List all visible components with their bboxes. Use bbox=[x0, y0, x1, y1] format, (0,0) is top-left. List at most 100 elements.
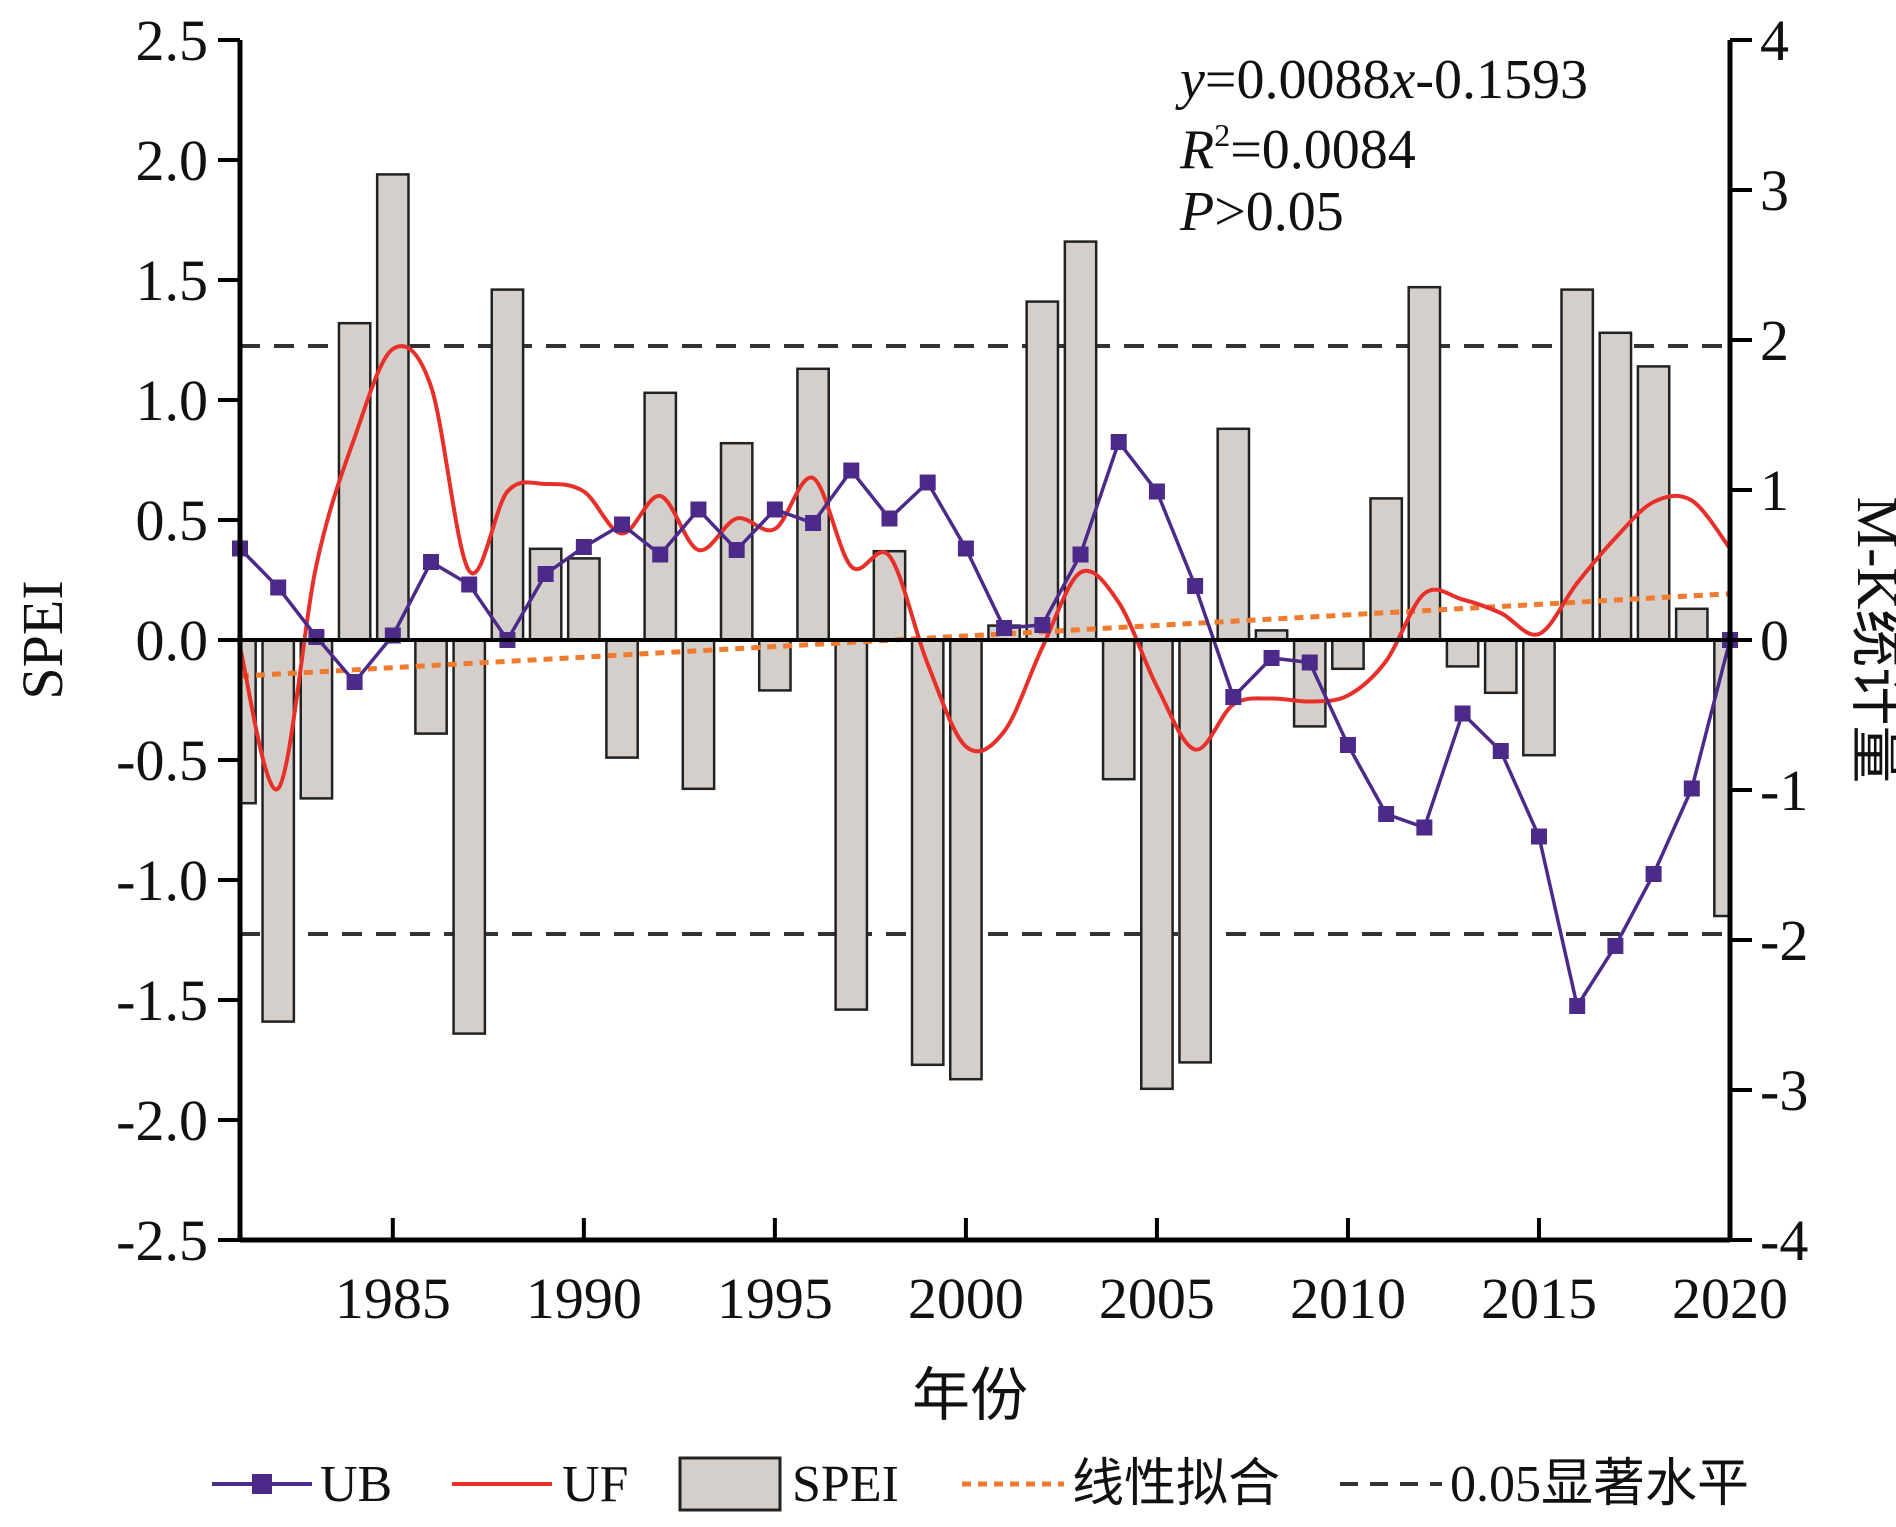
axes: 2.5 2.0 1.5 1.0 0.5 0.0 -0.5 -1.0 -1.5 -2.0 -2.5 4 3… bbox=[116, 8, 1808, 1331]
left-tick-label: -1.5 bbox=[116, 968, 208, 1033]
spei-bar bbox=[566, 557, 601, 642]
x-axis-title: 年份 bbox=[912, 1363, 1028, 1428]
x-tick-label: 1995 bbox=[717, 1266, 833, 1331]
ub-point bbox=[652, 546, 669, 563]
left-tick-label: -1.0 bbox=[116, 848, 208, 913]
spei-bar bbox=[375, 173, 410, 642]
uf-line bbox=[238, 344, 1732, 792]
ub-point bbox=[346, 674, 363, 690]
spei-bar bbox=[1025, 300, 1060, 642]
ub-point bbox=[1034, 617, 1051, 633]
ub-point bbox=[1645, 866, 1662, 882]
x-tick-label: 2000 bbox=[908, 1266, 1024, 1331]
spei-bar bbox=[872, 549, 907, 642]
spei-bar bbox=[414, 638, 448, 735]
ub-point bbox=[805, 515, 822, 531]
spei-bar bbox=[452, 638, 487, 1035]
spei-bars bbox=[238, 173, 1732, 1091]
legend: UB UF SPEI 线性拟合 0.05显著水平 bbox=[212, 1456, 1749, 1513]
spei-bar bbox=[1674, 607, 1709, 642]
spei-bar bbox=[1331, 638, 1365, 671]
spei-bar bbox=[1101, 638, 1136, 781]
left-tick-label: -0.5 bbox=[116, 728, 208, 793]
ub-point bbox=[1683, 780, 1700, 797]
x-tick-label: 2005 bbox=[1099, 1266, 1215, 1331]
spei-bar bbox=[1560, 288, 1595, 642]
spei-bar bbox=[1522, 638, 1556, 757]
spei-bar bbox=[719, 441, 754, 642]
x-tick-label: 2010 bbox=[1290, 1266, 1406, 1331]
ub-point bbox=[843, 462, 860, 479]
spei-bar bbox=[834, 638, 869, 1011]
right-tick-label: 3 bbox=[1760, 158, 1789, 223]
ub-point bbox=[996, 620, 1013, 636]
ub-point bbox=[1339, 737, 1356, 753]
spei-bar bbox=[948, 638, 983, 1081]
right-tick-label: -2 bbox=[1760, 908, 1808, 973]
ub-point bbox=[1530, 828, 1547, 845]
spei-bar bbox=[1483, 638, 1518, 695]
right-axis-title: M-K统计量 bbox=[1845, 497, 1896, 784]
ub-point bbox=[881, 510, 898, 527]
right-tick-label: 0 bbox=[1760, 608, 1789, 673]
left-tick-label: 0.0 bbox=[136, 608, 209, 673]
legend-item-spei: SPEI bbox=[678, 1456, 899, 1513]
right-tick-label: 2 bbox=[1760, 308, 1789, 373]
spei-bar bbox=[1598, 331, 1633, 642]
spei-bar bbox=[796, 367, 830, 642]
x-tick-label: 2020 bbox=[1672, 1266, 1788, 1331]
left-tick-label: -2.5 bbox=[116, 1208, 208, 1273]
ub-point bbox=[1492, 743, 1509, 759]
ub-point bbox=[690, 501, 707, 518]
ub-marker-icon bbox=[252, 1474, 272, 1494]
ub-point bbox=[1378, 806, 1395, 822]
legend-label-ub: UB bbox=[320, 1456, 392, 1513]
left-tick-label: 0.5 bbox=[136, 488, 209, 553]
left-axis-title: SPEI bbox=[10, 580, 75, 699]
ub-point bbox=[1263, 650, 1280, 666]
right-tick-label: 4 bbox=[1760, 8, 1789, 73]
ub-point bbox=[1607, 938, 1624, 954]
spei-bar bbox=[910, 638, 945, 1067]
legend-label-fit: 线性拟合 bbox=[1072, 1456, 1280, 1513]
ub-point bbox=[575, 539, 592, 555]
right-tick-label: -4 bbox=[1760, 1208, 1808, 1273]
ub-point bbox=[270, 579, 287, 596]
right-tick-label: -3 bbox=[1760, 1058, 1808, 1123]
spei-bar bbox=[1407, 285, 1442, 642]
ub-point bbox=[1454, 705, 1471, 722]
ub-point bbox=[614, 516, 631, 533]
left-tick-label: 1.5 bbox=[136, 248, 209, 313]
spei-swatch-icon bbox=[678, 1456, 782, 1512]
spei-bar bbox=[1178, 638, 1213, 1064]
spei-bar bbox=[643, 391, 678, 642]
r2-annotation: R2=0.0084 bbox=[1179, 117, 1416, 181]
ub-point bbox=[1416, 819, 1433, 836]
legend-item-fit: 线性拟合 bbox=[962, 1456, 1280, 1513]
ub-point bbox=[1301, 654, 1318, 671]
legend-item-sig: 0.05显著水平 bbox=[1340, 1456, 1749, 1513]
spei-bar bbox=[261, 638, 296, 1023]
p-annotation: P>0.05 bbox=[1179, 181, 1344, 243]
spei-bar bbox=[490, 288, 525, 642]
legend-label-sig: 0.05显著水平 bbox=[1450, 1456, 1749, 1513]
spei-bar bbox=[299, 638, 334, 800]
ub-point bbox=[1569, 998, 1586, 1014]
x-tick-label: 1985 bbox=[335, 1266, 451, 1331]
ub-line bbox=[238, 438, 1732, 1011]
ub-point bbox=[1187, 578, 1204, 594]
ub-point bbox=[766, 501, 783, 518]
x-tick-label: 2015 bbox=[1481, 1266, 1597, 1331]
right-tick-label: 1 bbox=[1760, 458, 1789, 523]
left-tick-label: 1.0 bbox=[136, 368, 209, 433]
ub-point bbox=[423, 554, 440, 570]
spei-bar bbox=[1063, 240, 1098, 642]
ub-point bbox=[1148, 483, 1165, 500]
left-tick-label: 2.0 bbox=[136, 128, 209, 193]
plot-area bbox=[240, 344, 1730, 936]
spei-bar bbox=[1445, 638, 1480, 668]
legend-item-ub: UB bbox=[212, 1456, 392, 1513]
trend-line bbox=[239, 591, 1731, 679]
equation-annotation: y=0.0088x-0.1593 bbox=[1175, 49, 1588, 111]
